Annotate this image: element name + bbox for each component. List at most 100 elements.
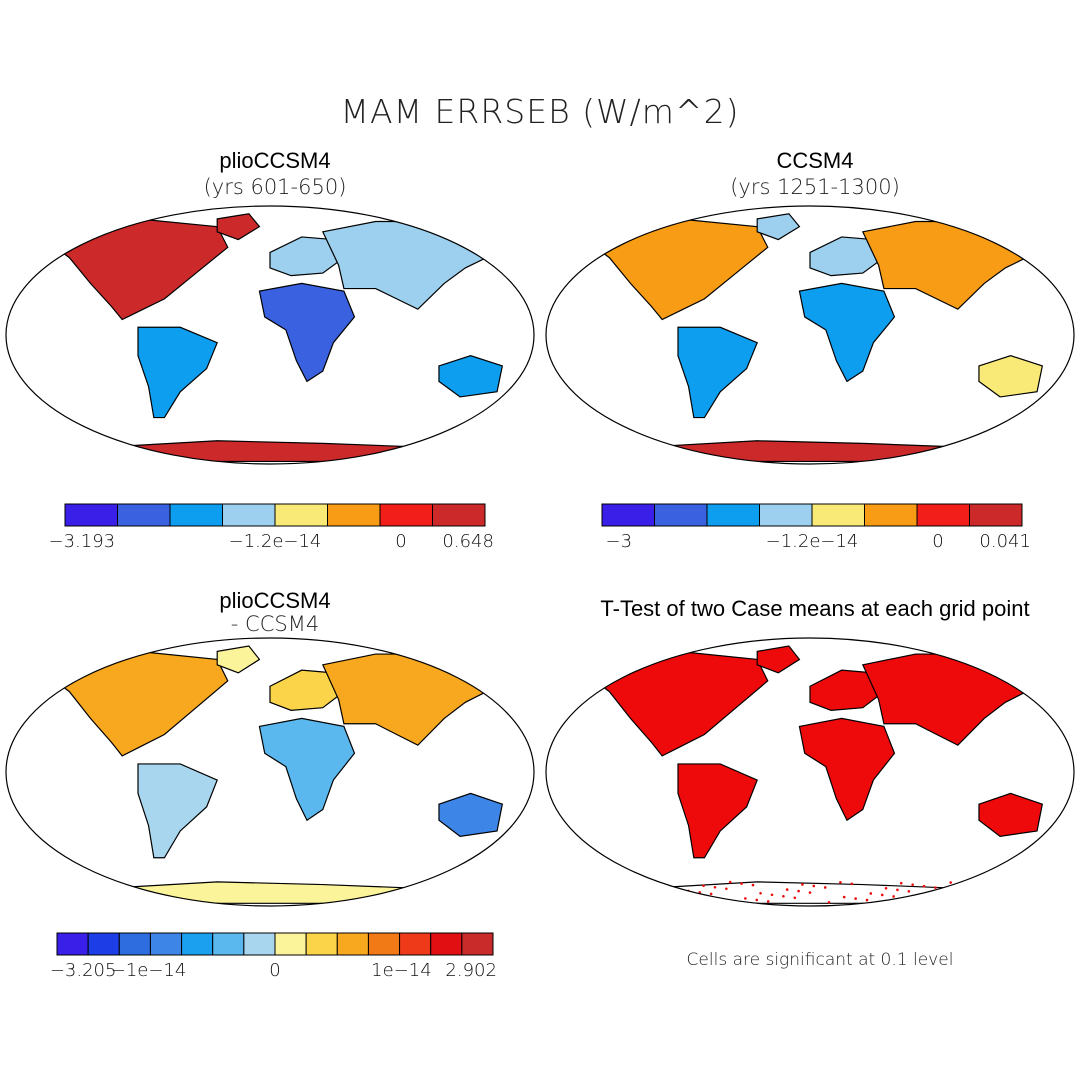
significant-dot: [922, 884, 926, 888]
panel-2-map: [545, 205, 1075, 465]
region-greenland: [756, 213, 801, 241]
colorbar-cell: [916, 503, 970, 527]
region-south-america: [137, 763, 218, 859]
significant-dot: [869, 892, 873, 895]
region-europe: [269, 669, 345, 711]
significant-dot: [683, 896, 686, 899]
panel-2-subtitle: (yrs 1251-1300): [730, 175, 900, 199]
colorbar-tick-label: −3.193: [48, 531, 116, 552]
panel-1-subtitle: (yrs 601-650): [203, 175, 347, 199]
significant-dot: [865, 898, 869, 902]
colorbar-cell: [379, 503, 433, 527]
region-antarctica: [619, 440, 1001, 463]
colorbar-tick-label: 0: [269, 960, 281, 981]
colorbar-cell: [969, 503, 1023, 527]
significant-dot: [991, 893, 994, 897]
significant-dot: [641, 883, 645, 887]
panel-1-title: plioCCSM4: [219, 148, 331, 173]
region-north-america: [586, 218, 769, 321]
significant-dot: [937, 901, 941, 904]
colorbar-cell: [367, 932, 401, 956]
colorbar-cell: [87, 932, 120, 956]
region-africa: [798, 282, 896, 383]
region-africa: [258, 282, 356, 383]
significant-dot: [626, 888, 629, 892]
region-europe: [809, 669, 885, 711]
colorbar-tick-label: 1e−14: [371, 960, 432, 981]
significant-dot: [979, 892, 983, 895]
region-greenland: [756, 645, 801, 674]
panel-1-colorbar: [64, 503, 486, 527]
colorbar-cell: [432, 503, 486, 527]
region-australia: [978, 355, 1044, 398]
colorbar-cell: [654, 503, 708, 527]
significant-dot: [842, 895, 846, 899]
colorbar-cell: [336, 932, 369, 956]
significant-dot: [808, 891, 812, 894]
significant-dot: [630, 882, 633, 885]
significant-dot: [926, 899, 930, 903]
colorbar-cell: [601, 503, 655, 527]
significant-dot: [793, 896, 797, 900]
significant-dot: [766, 900, 770, 903]
colorbar-cell: [222, 503, 276, 527]
panel-3-colorbar: [56, 932, 494, 956]
significant-dot: [668, 901, 671, 904]
significant-dot: [934, 886, 937, 889]
significant-dot: [892, 895, 895, 898]
significant-dot: [884, 887, 888, 890]
significant-dot: [770, 893, 774, 897]
panel-3-map: [5, 637, 535, 907]
colorbar-cell: [327, 503, 381, 527]
colorbar-cell: [118, 932, 151, 956]
region-south-america: [677, 763, 758, 859]
significant-dot: [759, 891, 762, 895]
significant-dot: [801, 883, 804, 886]
region-north-america: [46, 650, 229, 757]
map-border: [545, 637, 1075, 907]
significant-dot: [839, 881, 842, 884]
colorbar-cell: [274, 503, 328, 527]
significant-dot: [728, 880, 732, 884]
colorbar-cell: [117, 503, 171, 527]
significant-dot: [983, 885, 987, 889]
significant-dot: [953, 896, 956, 899]
significant-dot: [827, 900, 831, 904]
region-asia: [321, 220, 514, 310]
region-asia: [861, 220, 1054, 310]
significant-dot: [964, 897, 968, 901]
panel-3-subtitle: - CCSM4: [230, 612, 320, 636]
significant-dot: [896, 888, 899, 892]
colorbar-tick-label: 2.902: [445, 960, 497, 981]
significant-dot: [850, 882, 854, 886]
region-asia: [321, 653, 514, 746]
significant-dot: [671, 894, 675, 898]
colorbar-cell: [430, 932, 463, 956]
panel-1-map: [5, 205, 535, 465]
colorbar-cell: [243, 932, 276, 956]
significant-dot: [618, 880, 622, 884]
colorbar-tick-label: −1e−14: [110, 960, 187, 981]
colorbar-cell: [864, 503, 918, 527]
colorbar-cell: [56, 932, 89, 956]
colorbar-cell: [181, 932, 214, 956]
region-north-america: [46, 218, 229, 321]
region-australia: [438, 792, 504, 837]
colorbar-tick-label: 0.041: [979, 531, 1031, 552]
significant-dot: [941, 894, 945, 898]
significant-dot: [899, 881, 903, 885]
colorbar-tick-label: 0: [932, 531, 944, 552]
colorbar-cell: [212, 932, 245, 956]
significant-dot: [968, 890, 971, 894]
panel-2-colorbar: [601, 503, 1023, 527]
panel-2-title: CCSM4: [776, 148, 854, 173]
colorbar-tick-label: −1.2e−14: [765, 531, 859, 552]
significant-dot: [854, 897, 857, 900]
significant-dot: [744, 897, 747, 900]
figure-title: MAM ERRSEB (W/m^2): [340, 92, 740, 131]
region-north-america: [586, 650, 769, 757]
region-antarctica: [79, 440, 461, 463]
colorbar-cell: [759, 503, 813, 527]
significance-note: Cells are significant at 0.1 level: [686, 950, 954, 970]
significant-dot: [782, 894, 785, 898]
